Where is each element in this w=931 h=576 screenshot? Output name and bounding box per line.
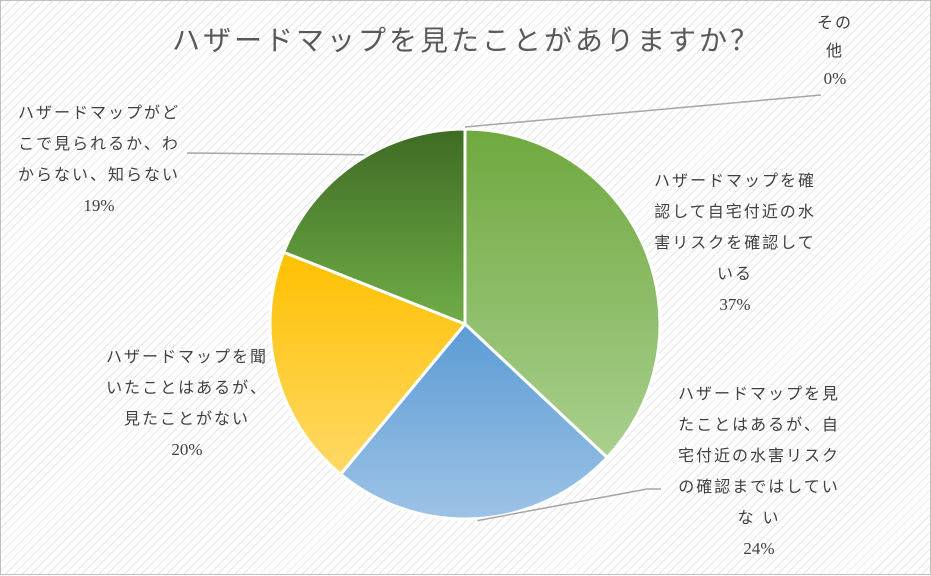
leader-line-3 [186, 152, 365, 156]
chart-title: ハザードマップを見たことがありますか？ [171, 24, 761, 57]
leader-line-4 [464, 94, 822, 128]
data-label-slice-4: その 他 0% [816, 13, 853, 88]
data-label-slice-1: ハザードマップを見 たことはあるが、自 宅付近の水害リスク の確認まではしてい … [677, 384, 840, 558]
data-label-slice-0: ハザードマップを確 認して自宅付近の水 害リスクを確認して いる 37% [653, 171, 816, 314]
leader-line-1 [477, 488, 661, 522]
pie-slice-2 [268, 250, 467, 476]
pie-slice-1 [339, 322, 609, 521]
data-label-slice-2: ハザードマップを聞 いたことはあるが、 見たことがない 20% [105, 347, 268, 459]
pie-slice-3 [282, 127, 467, 326]
data-label-slice-3: ハザードマップがど こで見られるか、わ からない、知らない 19% [17, 103, 180, 215]
pie-slice-0 [463, 127, 662, 459]
